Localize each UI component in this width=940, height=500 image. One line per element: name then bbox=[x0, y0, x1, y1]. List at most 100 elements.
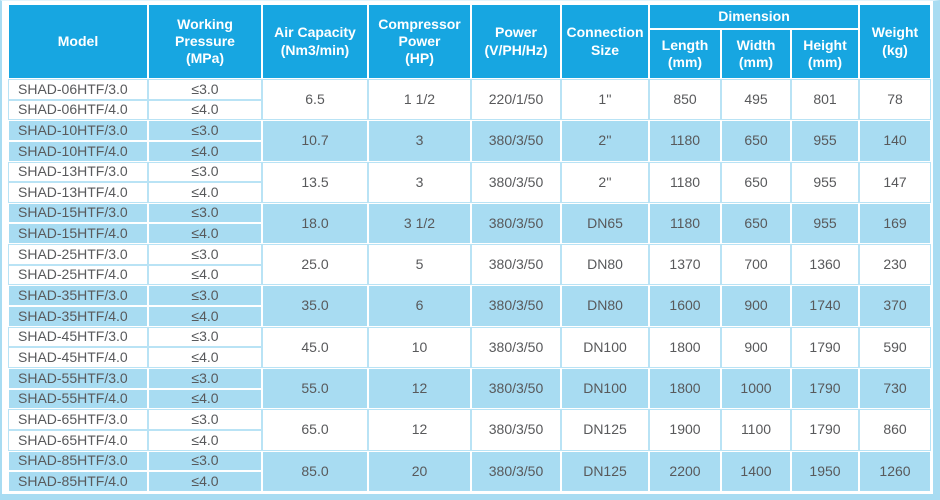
compressor-spec-table: Model Working Pressure (MPa) Air Capacit… bbox=[8, 4, 931, 492]
length-cell: 1180 bbox=[649, 161, 721, 203]
length-cell: 1600 bbox=[649, 285, 721, 327]
length-cell: 2200 bbox=[649, 450, 721, 492]
height-cell: 955 bbox=[791, 161, 859, 203]
working-pressure-cell: ≤3.0 bbox=[148, 367, 262, 389]
connection-size-cell: 1'' bbox=[561, 79, 649, 121]
working-pressure-cell: ≤3.0 bbox=[148, 326, 262, 348]
working-pressure-cell: ≤3.0 bbox=[148, 161, 262, 183]
compressor-power-cell: 10 bbox=[368, 326, 471, 368]
working-pressure-cell: ≤4.0 bbox=[148, 264, 262, 286]
connection-size-cell: DN65 bbox=[561, 202, 649, 245]
width-cell: 1400 bbox=[721, 450, 791, 492]
height-cell: 1740 bbox=[791, 285, 859, 327]
working-pressure-cell: ≤4.0 bbox=[148, 99, 262, 121]
table-row: SHAD-35HTF/4.0 ≤4.0 bbox=[8, 306, 931, 327]
air-capacity-cell: 18.0 bbox=[262, 202, 368, 245]
compressor-power-cell: 20 bbox=[368, 450, 471, 492]
table-row: SHAD-85HTF/4.0 ≤4.0 bbox=[8, 471, 931, 492]
compressor-power-cell: 3 1/2 bbox=[368, 202, 471, 245]
connection-size-cell: 2'' bbox=[561, 161, 649, 203]
length-cell: 1370 bbox=[649, 244, 721, 286]
table-row: SHAD-55HTF/3.0 ≤3.0 55.0 12 380/3/50 DN100 180… bbox=[8, 367, 931, 410]
table-row: SHAD-45HTF/3.0 ≤3.0 45.0 10 380/3/50 DN100 180… bbox=[8, 326, 931, 368]
model-cell: SHAD-06HTF/3.0 bbox=[8, 79, 148, 100]
table-row: SHAD-15HTF/4.0 ≤4.0 bbox=[8, 223, 931, 245]
connection-size-cell: DN100 bbox=[561, 326, 649, 368]
compressor-power-cell: 1 1/2 bbox=[368, 79, 471, 121]
length-cell: 1800 bbox=[649, 326, 721, 368]
table-row: SHAD-25HTF/3.0 ≤3.0 25.0 5 380/3/50 DN80 1370 7… bbox=[8, 244, 931, 286]
weight-cell: 78 bbox=[859, 79, 931, 121]
table-row: SHAD-25HTF/4.0 ≤4.0 bbox=[8, 264, 931, 286]
width-cell: 700 bbox=[721, 244, 791, 286]
width-cell: 495 bbox=[721, 79, 791, 121]
width-cell: 1000 bbox=[721, 367, 791, 410]
width-cell: 900 bbox=[721, 285, 791, 327]
power-cell: 380/3/50 bbox=[471, 202, 561, 245]
height-cell: 801 bbox=[791, 79, 859, 121]
table-row: SHAD-10HTF/3.0 ≤3.0 10.7 3 380/3/50 2'' 1180 65… bbox=[8, 120, 931, 162]
weight-cell: 140 bbox=[859, 120, 931, 162]
col-header-length: Length (mm) bbox=[649, 29, 721, 79]
connection-size-cell: DN125 bbox=[561, 409, 649, 451]
weight-cell: 169 bbox=[859, 202, 931, 245]
height-cell: 1790 bbox=[791, 326, 859, 368]
table-row: SHAD-13HTF/3.0 ≤3.0 13.5 3 380/3/50 2'' 1180 65… bbox=[8, 161, 931, 203]
model-cell: SHAD-10HTF/4.0 bbox=[8, 140, 148, 162]
model-cell: SHAD-35HTF/4.0 bbox=[8, 306, 148, 327]
connection-size-cell: DN80 bbox=[561, 244, 649, 286]
working-pressure-cell: ≤3.0 bbox=[148, 202, 262, 224]
compressor-power-cell: 12 bbox=[368, 367, 471, 410]
air-capacity-cell: 35.0 bbox=[262, 285, 368, 327]
height-cell: 1950 bbox=[791, 450, 859, 492]
compressor-power-cell: 3 bbox=[368, 120, 471, 162]
working-pressure-cell: ≤3.0 bbox=[148, 244, 262, 265]
col-header-model: Model bbox=[8, 4, 148, 79]
power-cell: 220/1/50 bbox=[471, 79, 561, 121]
working-pressure-cell: ≤4.0 bbox=[148, 471, 262, 492]
connection-size-cell: 2'' bbox=[561, 120, 649, 162]
air-capacity-cell: 10.7 bbox=[262, 120, 368, 162]
power-cell: 380/3/50 bbox=[471, 326, 561, 368]
model-cell: SHAD-65HTF/4.0 bbox=[8, 429, 148, 451]
working-pressure-cell: ≤3.0 bbox=[148, 79, 262, 100]
power-cell: 380/3/50 bbox=[471, 450, 561, 492]
working-pressure-cell: ≤3.0 bbox=[148, 409, 262, 430]
compressor-power-cell: 3 bbox=[368, 161, 471, 203]
model-cell: SHAD-13HTF/3.0 bbox=[8, 161, 148, 183]
air-capacity-cell: 55.0 bbox=[262, 367, 368, 410]
height-cell: 955 bbox=[791, 120, 859, 162]
working-pressure-cell: ≤4.0 bbox=[148, 182, 262, 203]
weight-cell: 860 bbox=[859, 409, 931, 451]
weight-cell: 730 bbox=[859, 367, 931, 410]
model-cell: SHAD-85HTF/4.0 bbox=[8, 471, 148, 492]
model-cell: SHAD-45HTF/3.0 bbox=[8, 326, 148, 348]
col-header-weight: Weight (kg) bbox=[859, 4, 931, 79]
air-capacity-cell: 6.5 bbox=[262, 79, 368, 121]
working-pressure-cell: ≤4.0 bbox=[148, 223, 262, 245]
air-capacity-cell: 25.0 bbox=[262, 244, 368, 286]
working-pressure-cell: ≤3.0 bbox=[148, 285, 262, 307]
working-pressure-cell: ≤4.0 bbox=[148, 347, 262, 368]
working-pressure-cell: ≤4.0 bbox=[148, 306, 262, 327]
model-cell: SHAD-85HTF/3.0 bbox=[8, 450, 148, 472]
col-header-air-capacity: Air Capacity (Nm3/min) bbox=[262, 4, 368, 79]
table-body: SHAD-06HTF/3.0 ≤3.0 6.5 1 1/2 220/1/50 1'' 850… bbox=[8, 79, 931, 492]
table-row: SHAD-15HTF/3.0 ≤3.0 18.0 3 1/2 380/3/50 DN65 1… bbox=[8, 202, 931, 245]
table-row: SHAD-10HTF/4.0 ≤4.0 bbox=[8, 140, 931, 162]
width-cell: 650 bbox=[721, 202, 791, 245]
weight-cell: 370 bbox=[859, 285, 931, 327]
working-pressure-cell: ≤3.0 bbox=[148, 450, 262, 472]
length-cell: 1180 bbox=[649, 202, 721, 245]
weight-cell: 1260 bbox=[859, 450, 931, 492]
model-cell: SHAD-15HTF/4.0 bbox=[8, 223, 148, 245]
width-cell: 650 bbox=[721, 161, 791, 203]
model-cell: SHAD-10HTF/3.0 bbox=[8, 120, 148, 141]
power-cell: 380/3/50 bbox=[471, 367, 561, 410]
power-cell: 380/3/50 bbox=[471, 161, 561, 203]
model-cell: SHAD-45HTF/4.0 bbox=[8, 347, 148, 368]
working-pressure-cell: ≤3.0 bbox=[148, 120, 262, 141]
length-cell: 1180 bbox=[649, 120, 721, 162]
air-capacity-cell: 13.5 bbox=[262, 161, 368, 203]
